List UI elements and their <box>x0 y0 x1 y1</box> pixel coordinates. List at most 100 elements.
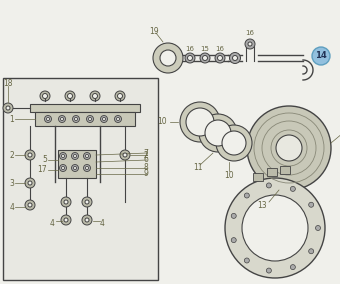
Circle shape <box>3 103 13 113</box>
Text: 15: 15 <box>201 46 209 52</box>
Circle shape <box>85 200 89 204</box>
Circle shape <box>244 258 249 263</box>
Circle shape <box>71 164 79 172</box>
Circle shape <box>74 118 78 120</box>
Circle shape <box>85 218 89 222</box>
Circle shape <box>59 164 67 172</box>
Circle shape <box>200 53 210 63</box>
Text: 7: 7 <box>143 149 148 158</box>
Text: 11: 11 <box>193 164 203 172</box>
Circle shape <box>231 238 236 243</box>
Circle shape <box>28 181 32 185</box>
Text: 5: 5 <box>42 156 47 164</box>
Text: 1: 1 <box>9 114 14 124</box>
Circle shape <box>85 154 88 158</box>
Circle shape <box>312 47 330 65</box>
Text: 16: 16 <box>186 46 194 52</box>
Circle shape <box>92 93 98 99</box>
Circle shape <box>61 215 71 225</box>
Circle shape <box>64 200 68 204</box>
Text: 16: 16 <box>216 46 224 52</box>
Circle shape <box>64 218 68 222</box>
Text: 10: 10 <box>224 170 234 179</box>
Text: 4: 4 <box>100 218 105 227</box>
Bar <box>267 168 277 176</box>
Text: 16: 16 <box>245 30 255 36</box>
Bar <box>3 78 158 280</box>
Text: 2: 2 <box>143 151 148 160</box>
Circle shape <box>225 178 325 278</box>
Circle shape <box>59 153 67 160</box>
Text: 14: 14 <box>315 51 327 60</box>
Circle shape <box>90 91 100 101</box>
Circle shape <box>266 183 271 188</box>
Text: 19: 19 <box>149 26 159 36</box>
Circle shape <box>276 135 302 161</box>
Circle shape <box>62 166 65 170</box>
Circle shape <box>6 106 10 110</box>
Text: 3: 3 <box>9 179 14 187</box>
Circle shape <box>115 116 121 122</box>
Circle shape <box>123 153 127 157</box>
Circle shape <box>185 53 195 63</box>
Circle shape <box>85 166 88 170</box>
Circle shape <box>117 118 119 120</box>
Circle shape <box>231 213 236 218</box>
Circle shape <box>266 268 271 273</box>
Text: 10: 10 <box>157 118 167 126</box>
Circle shape <box>62 154 65 158</box>
Circle shape <box>118 93 122 99</box>
Circle shape <box>40 91 50 101</box>
Circle shape <box>84 164 90 172</box>
Circle shape <box>82 215 92 225</box>
Circle shape <box>71 153 79 160</box>
Text: 17: 17 <box>37 166 47 174</box>
Circle shape <box>73 154 76 158</box>
Circle shape <box>61 118 64 120</box>
Circle shape <box>247 106 331 190</box>
Text: 4: 4 <box>50 218 55 227</box>
Circle shape <box>316 225 321 231</box>
Circle shape <box>47 118 50 120</box>
Text: 18: 18 <box>3 78 13 87</box>
Circle shape <box>248 42 252 46</box>
Circle shape <box>160 50 176 66</box>
Bar <box>58 150 96 178</box>
Circle shape <box>42 93 48 99</box>
Circle shape <box>73 166 76 170</box>
Circle shape <box>61 197 71 207</box>
Circle shape <box>309 249 314 254</box>
Circle shape <box>68 93 72 99</box>
Text: 9: 9 <box>143 170 148 179</box>
Circle shape <box>72 116 80 122</box>
Circle shape <box>58 116 66 122</box>
Circle shape <box>290 186 295 191</box>
Circle shape <box>309 202 314 207</box>
Bar <box>253 173 263 181</box>
Bar <box>30 104 140 112</box>
Text: 4: 4 <box>9 204 14 212</box>
Circle shape <box>25 200 35 210</box>
Circle shape <box>101 116 107 122</box>
Bar <box>280 166 290 174</box>
Circle shape <box>153 43 183 73</box>
Circle shape <box>45 116 51 122</box>
Circle shape <box>215 53 225 63</box>
Circle shape <box>120 150 130 160</box>
Circle shape <box>186 108 214 136</box>
Circle shape <box>290 265 295 270</box>
Circle shape <box>180 102 220 142</box>
Circle shape <box>28 153 32 157</box>
Circle shape <box>242 195 308 261</box>
Circle shape <box>199 114 237 152</box>
Circle shape <box>84 153 90 160</box>
Circle shape <box>233 55 238 60</box>
Text: 2: 2 <box>9 151 14 160</box>
Circle shape <box>230 53 240 64</box>
Circle shape <box>218 55 222 60</box>
Circle shape <box>115 91 125 101</box>
Bar <box>35 112 135 126</box>
Text: 13: 13 <box>257 201 267 210</box>
Circle shape <box>205 120 231 146</box>
Circle shape <box>88 118 91 120</box>
